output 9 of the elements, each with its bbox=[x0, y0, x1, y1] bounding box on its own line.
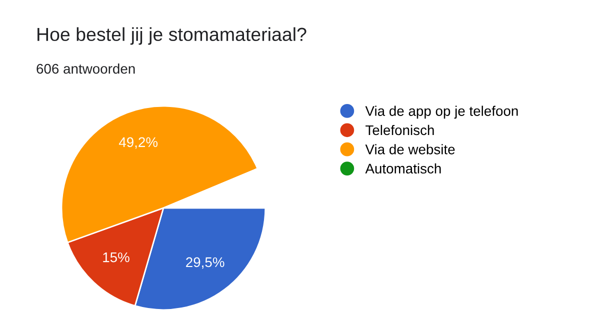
legend-label: Telefonisch bbox=[366, 124, 434, 136]
data-label: 49,2% bbox=[118, 137, 158, 149]
chart-title: Hoe bestel jij je stomamateriaal? bbox=[38, 27, 306, 45]
legend-label: Via de website bbox=[365, 144, 455, 154]
data-label: 29,5% bbox=[186, 257, 224, 269]
legend-label: Automatisch bbox=[365, 163, 441, 174]
text: 606 antwoorden bbox=[36, 64, 135, 74]
data-label: 15% bbox=[103, 252, 130, 262]
legend-label: Via de app op je telefoon bbox=[365, 106, 518, 119]
